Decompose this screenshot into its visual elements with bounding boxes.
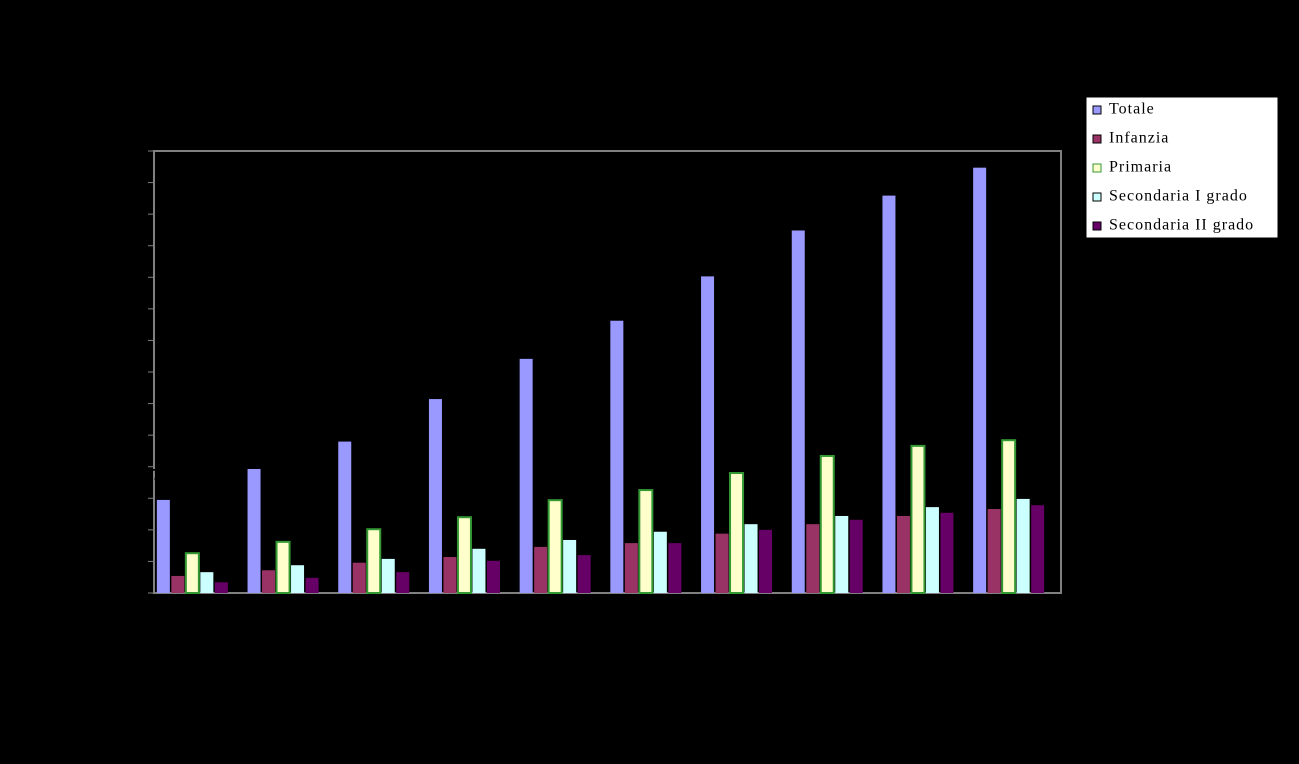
bar xyxy=(973,167,987,594)
bar xyxy=(1001,439,1017,594)
y-tick-label: 100.000 xyxy=(80,521,134,538)
bar xyxy=(275,540,291,595)
y-tick-label: 200.000 xyxy=(80,458,134,475)
bar xyxy=(668,543,682,593)
y-tick-label: 450.000 xyxy=(80,300,134,317)
bar xyxy=(806,524,820,593)
bar xyxy=(338,441,352,593)
value-label: 501.420 xyxy=(679,244,737,261)
y-tick-label: 0 xyxy=(126,584,134,601)
bar xyxy=(381,558,395,593)
value-label: 431.211 xyxy=(588,288,645,305)
bar xyxy=(305,577,319,593)
bar xyxy=(849,519,863,593)
bar xyxy=(472,548,486,593)
y-tick-label: 150.000 xyxy=(80,489,134,506)
bar xyxy=(184,552,200,594)
bar xyxy=(882,195,896,593)
y-tick-label: 250.000 xyxy=(80,426,134,443)
y-tick-label: 350.000 xyxy=(80,363,134,380)
legend-label: Secondaria II grado xyxy=(1109,217,1254,234)
bar xyxy=(428,399,442,593)
bar xyxy=(638,489,654,595)
bar xyxy=(910,444,926,594)
bar xyxy=(262,570,276,593)
bar xyxy=(925,507,939,593)
legend-swatch xyxy=(1092,134,1102,144)
bar xyxy=(396,572,410,593)
legend: Totale Infanzia Primaria Secondaria I grado… xyxy=(1085,96,1279,239)
bar xyxy=(759,529,773,593)
bar xyxy=(610,320,624,593)
value-label: 673.592 xyxy=(951,135,1009,152)
bar xyxy=(624,543,638,593)
bar xyxy=(896,515,910,593)
bar xyxy=(791,230,805,593)
y-tick-label: 500.000 xyxy=(80,268,134,285)
bar xyxy=(171,575,185,593)
value-label: 239.808 xyxy=(316,409,374,426)
bar xyxy=(352,562,366,593)
value-label: 147.406 xyxy=(134,467,192,484)
y-tick-label: 300.000 xyxy=(80,395,134,412)
y-tick-label: 600.000 xyxy=(80,205,134,222)
bar xyxy=(534,546,548,593)
value-label: 370.803 xyxy=(497,326,555,343)
legend-label: Totale xyxy=(1109,101,1155,118)
legend-label: Primaria xyxy=(1109,159,1172,176)
value-label: 574.133 xyxy=(769,198,827,215)
bar xyxy=(987,509,1001,593)
bar xyxy=(456,516,472,595)
legend-label: Secondaria I grado xyxy=(1109,188,1248,205)
bar xyxy=(1016,498,1030,593)
value-label: 629.360 xyxy=(860,163,918,180)
y-tick-label: 650.000 xyxy=(80,174,134,191)
bar xyxy=(486,560,500,593)
bar xyxy=(835,515,849,593)
bar xyxy=(819,454,835,595)
legend-swatch xyxy=(1092,192,1102,202)
bar xyxy=(653,531,667,593)
bar xyxy=(701,276,715,593)
y-tick-label: 700.000 xyxy=(80,142,134,159)
bar xyxy=(715,533,729,593)
legend-box xyxy=(1085,96,1279,239)
bar xyxy=(729,472,745,594)
y-tick-label: 50.000 xyxy=(88,552,134,569)
bar xyxy=(519,358,533,593)
y-tick-label: 550.000 xyxy=(80,237,134,254)
bar xyxy=(547,499,563,594)
bar xyxy=(744,524,758,593)
value-label: 307.141 xyxy=(407,366,465,383)
bar xyxy=(200,572,214,593)
bar xyxy=(366,528,382,594)
legend-swatch xyxy=(1092,105,1102,115)
bar xyxy=(563,539,577,593)
bar xyxy=(247,468,261,593)
bar xyxy=(156,499,170,593)
chart-title: Alunni di cittadinanza non italiana. Ann… xyxy=(406,33,933,58)
legend-swatch xyxy=(1092,221,1102,231)
bar xyxy=(1031,505,1045,593)
bar xyxy=(214,582,228,593)
legend-label: Infanzia xyxy=(1109,130,1169,147)
y-tick-label: 400.000 xyxy=(80,331,134,348)
value-label: 196.414 xyxy=(225,436,283,453)
bar xyxy=(940,512,954,593)
bar xyxy=(443,557,457,593)
x-axis-title: Anni scolastici xyxy=(551,724,664,741)
bar xyxy=(291,565,305,593)
legend-swatch xyxy=(1092,163,1102,173)
bar xyxy=(577,555,591,593)
